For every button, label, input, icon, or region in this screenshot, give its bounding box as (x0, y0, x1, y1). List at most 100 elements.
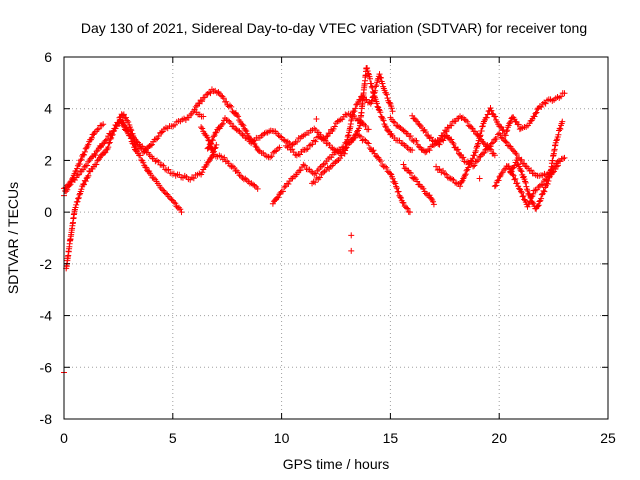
data-point (488, 107, 495, 114)
data-point (105, 144, 112, 151)
data-point (142, 146, 149, 153)
data-point (207, 140, 214, 147)
data-point (471, 128, 478, 135)
data-point (461, 172, 468, 179)
data-point (130, 140, 137, 147)
data-point (507, 169, 514, 176)
data-point (487, 143, 494, 150)
data-point (240, 176, 247, 183)
data-point (309, 180, 316, 187)
data-point (509, 147, 516, 154)
data-point (479, 123, 486, 130)
data-point (479, 123, 486, 130)
data-point (286, 143, 293, 150)
data-point (297, 167, 304, 174)
data-point (518, 168, 525, 175)
data-point (235, 113, 242, 120)
data-point (171, 199, 178, 206)
data-point (236, 172, 243, 179)
data-point (310, 137, 317, 144)
data-point (381, 163, 388, 170)
data-point (165, 166, 172, 173)
data-point (110, 128, 117, 135)
data-point (277, 133, 284, 140)
data-point (316, 174, 323, 181)
data-point (219, 120, 226, 127)
data-point (454, 146, 461, 153)
data-point (177, 206, 184, 213)
data-point (448, 122, 455, 129)
data-point (75, 194, 82, 201)
data-point (199, 169, 206, 176)
data-point (242, 175, 249, 182)
data-point (75, 195, 82, 202)
data-point (367, 75, 374, 82)
data-point (226, 118, 233, 125)
data-point (140, 159, 147, 166)
data-point (88, 153, 95, 160)
data-point (502, 132, 509, 139)
data-point (74, 172, 81, 179)
data-point (133, 138, 140, 145)
data-point (72, 204, 79, 211)
data-point (73, 201, 80, 208)
data-point (540, 187, 547, 194)
data-point (246, 138, 253, 145)
data-point (301, 162, 308, 169)
data-point (365, 70, 372, 77)
data-point (553, 137, 560, 144)
data-point (200, 113, 207, 120)
data-point (205, 144, 212, 151)
data-point (348, 247, 355, 254)
data-point (190, 175, 197, 182)
data-point (462, 171, 469, 178)
data-point (124, 117, 131, 124)
data-point (370, 147, 377, 154)
data-point (443, 128, 450, 135)
data-point (483, 114, 490, 121)
x-tick-label: 5 (169, 430, 177, 446)
data-point (484, 111, 491, 118)
data-point (488, 140, 495, 147)
data-point (522, 179, 529, 186)
data-point (428, 134, 435, 141)
data-point (368, 98, 375, 105)
data-point (213, 129, 220, 136)
data-point (521, 160, 528, 167)
data-point (312, 179, 319, 186)
data-point (469, 155, 476, 162)
data-point (389, 108, 396, 115)
data-point (533, 109, 540, 116)
y-tick-label: -2 (40, 256, 53, 272)
data-point (99, 142, 106, 149)
data-point (163, 190, 169, 197)
data-point (239, 121, 246, 128)
data-point (423, 148, 430, 155)
data-point (102, 137, 109, 144)
data-point (523, 163, 530, 170)
data-point (226, 102, 233, 109)
data-point (559, 118, 566, 125)
data-point (120, 111, 127, 118)
chart-title: Day 130 of 2021, Sidereal Day-to-day VTE… (81, 20, 587, 36)
data-point (536, 182, 543, 189)
data-point (360, 93, 367, 100)
data-point (243, 128, 250, 135)
data-point (199, 98, 206, 105)
data-point (268, 153, 275, 160)
data-point (514, 180, 521, 187)
x-tick-label: 20 (491, 430, 507, 446)
data-point (383, 91, 390, 98)
data-point (400, 127, 407, 134)
data-point (392, 180, 399, 187)
data-point (553, 163, 560, 170)
data-point (535, 202, 542, 209)
data-point (534, 202, 541, 209)
data-point (351, 108, 358, 115)
data-point (363, 96, 370, 103)
data-point (160, 162, 167, 169)
data-point (476, 135, 483, 142)
data-point (369, 84, 376, 91)
data-point (125, 118, 132, 125)
data-point (475, 157, 482, 164)
